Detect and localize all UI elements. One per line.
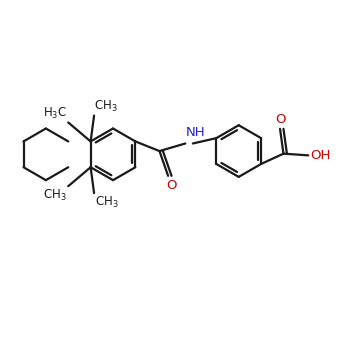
Text: CH$_3$: CH$_3$ — [94, 99, 118, 114]
Text: CH$_3$: CH$_3$ — [43, 188, 67, 203]
Text: NH: NH — [186, 126, 206, 139]
Text: O: O — [275, 113, 285, 126]
Text: O: O — [166, 179, 177, 192]
Text: OH: OH — [310, 149, 330, 162]
Text: H$_3$C: H$_3$C — [43, 106, 67, 121]
Text: CH$_3$: CH$_3$ — [95, 195, 118, 210]
